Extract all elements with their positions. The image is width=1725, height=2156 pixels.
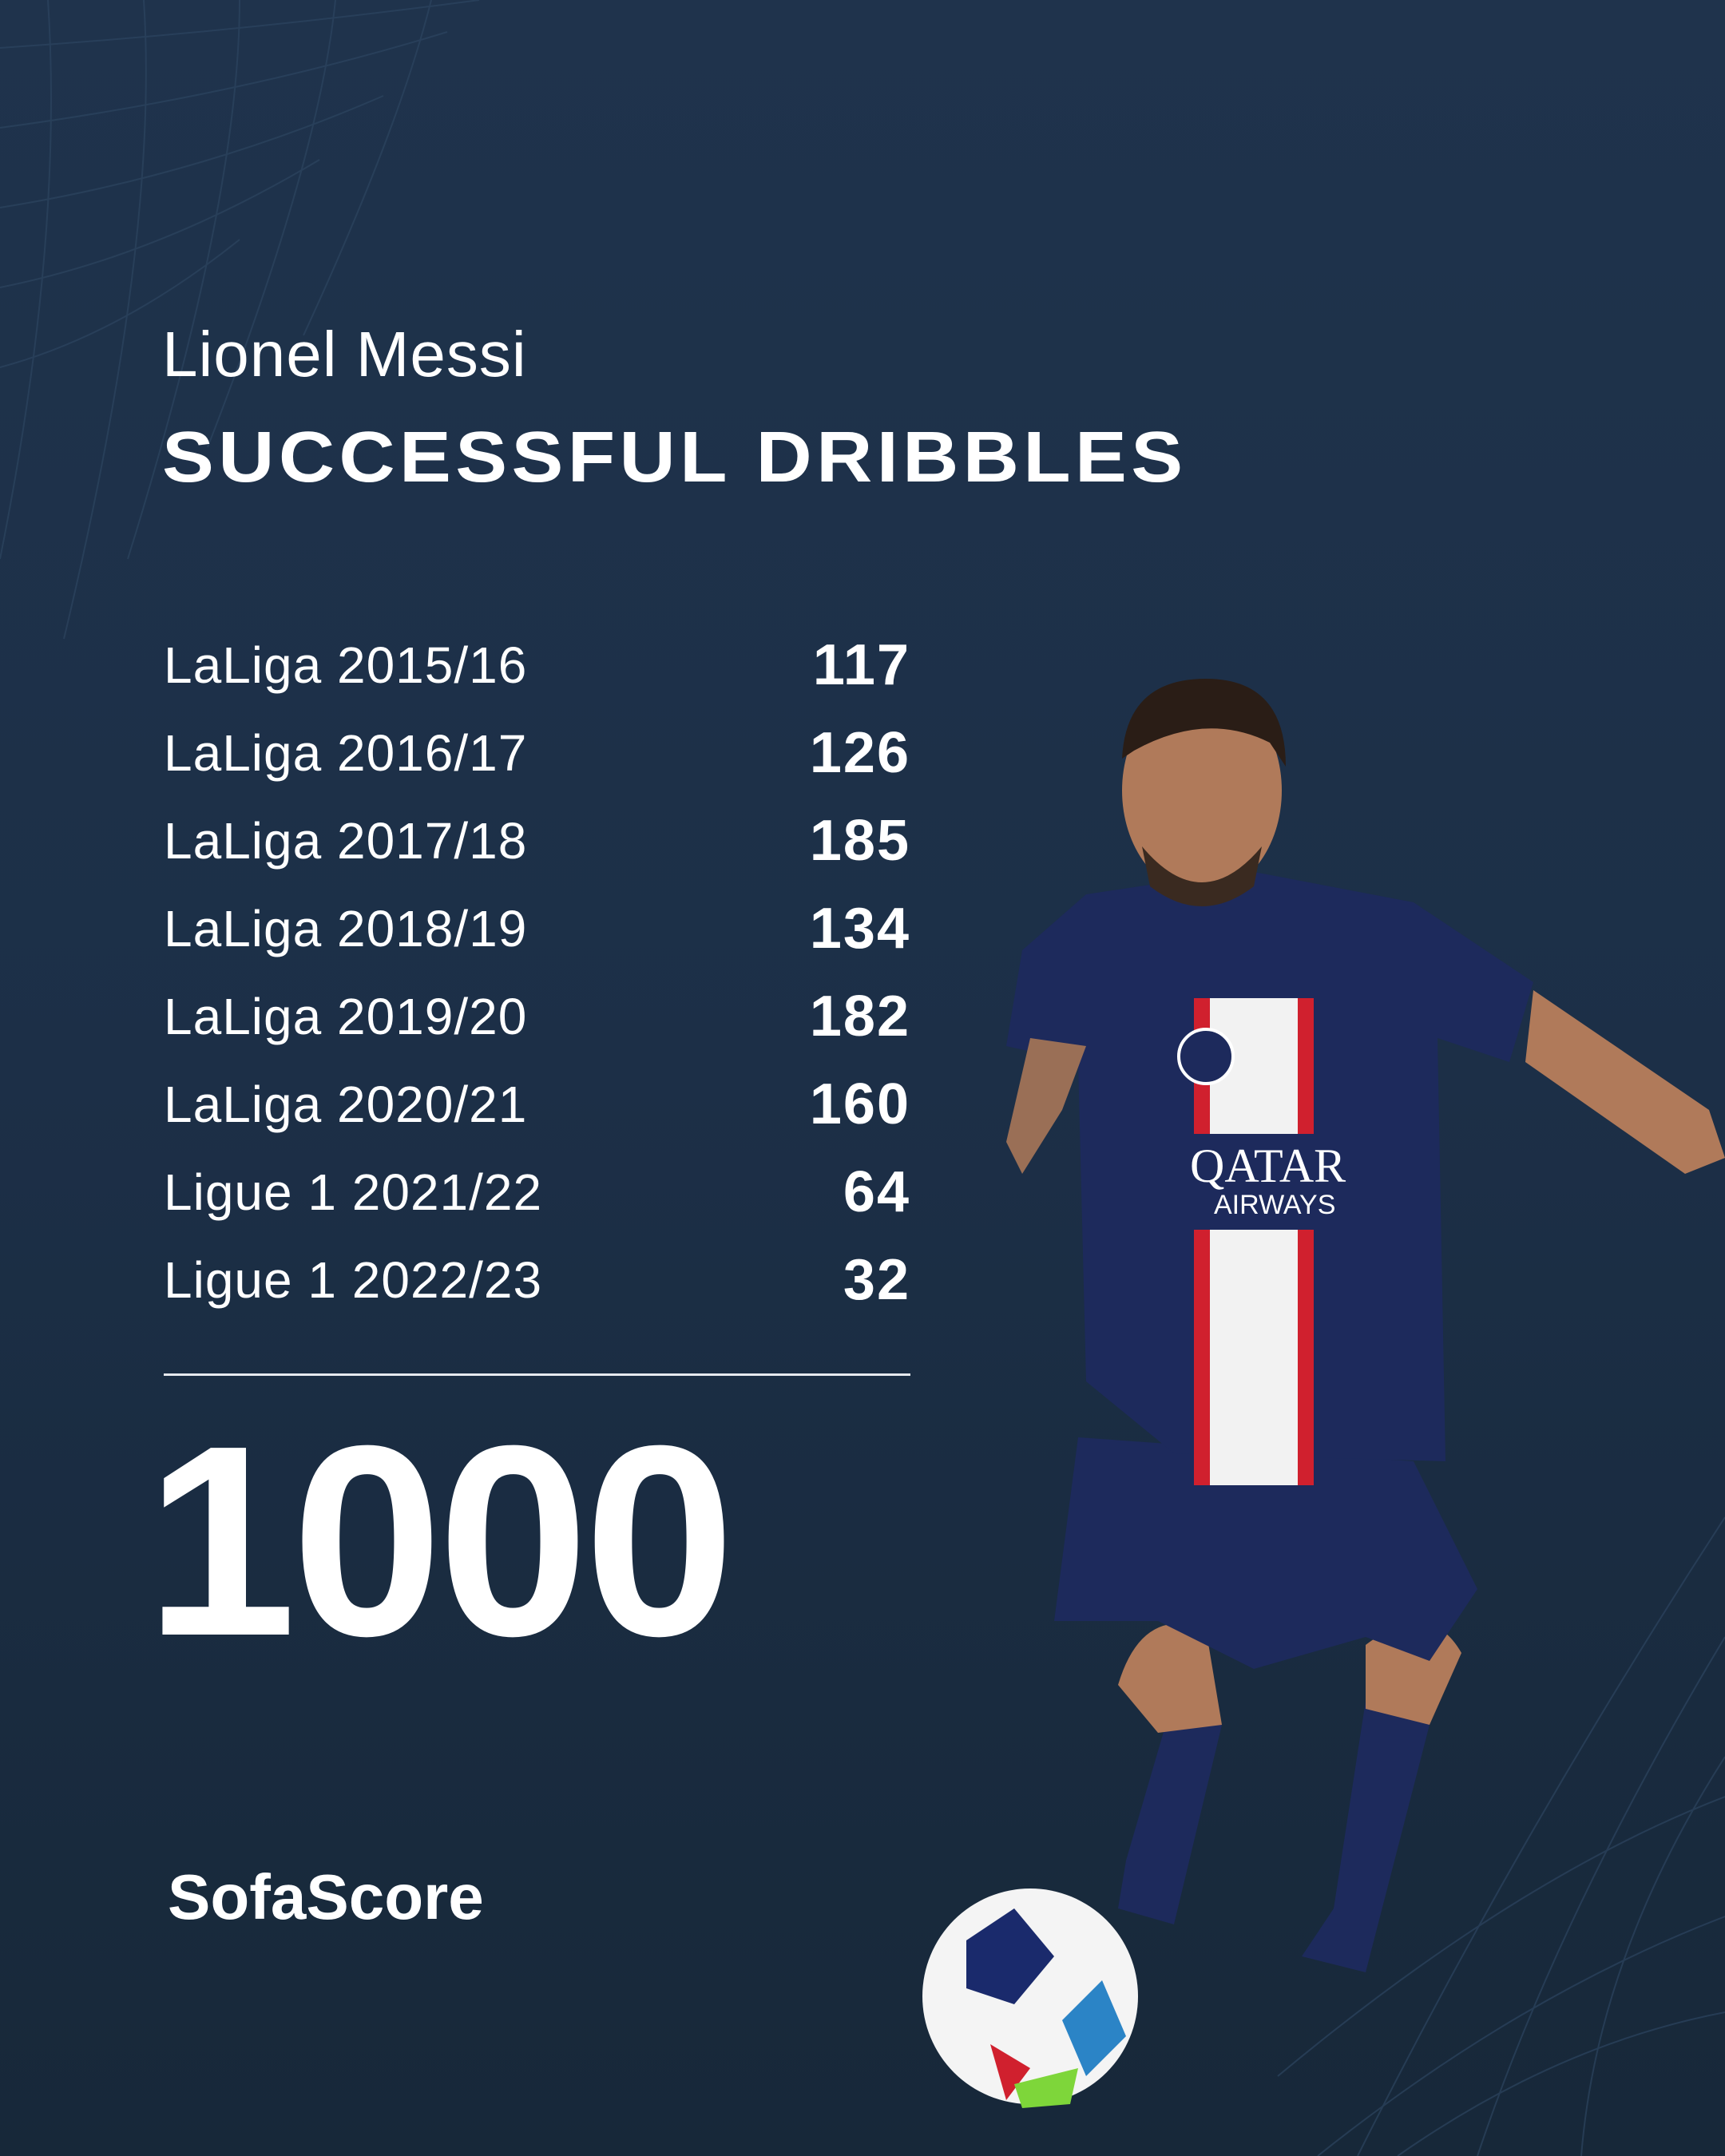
season-value: 32 [843, 1248, 910, 1312]
divider [164, 1373, 910, 1376]
season-label: Ligue 1 2021/22 [164, 1163, 543, 1221]
season-stats-list: LaLiga 2015/16 117 LaLiga 2016/17 126 LaLi… [164, 621, 910, 1324]
season-label: LaLiga 2019/20 [164, 988, 528, 1045]
total-value: 1000 [145, 1389, 735, 1693]
sofascore-logo: SofaScore [168, 1861, 484, 1932]
player-photo: QATAR AIRWAYS [922, 679, 1725, 2108]
season-row: LaLiga 2016/17 126 [164, 709, 910, 797]
season-value: 64 [843, 1160, 910, 1224]
season-value: 182 [809, 985, 910, 1048]
season-label: LaLiga 2017/18 [164, 812, 528, 870]
season-row: LaLiga 2020/21 160 [164, 1060, 910, 1148]
season-value: 134 [809, 897, 910, 961]
player-name: Lionel Messi [162, 319, 527, 390]
season-label: Ligue 1 2022/23 [164, 1251, 543, 1309]
season-value: 185 [809, 809, 910, 873]
stat-title: SUCCESSFUL DRIBBLES [162, 418, 1188, 497]
svg-text:AIRWAYS: AIRWAYS [1214, 1190, 1335, 1220]
season-value: 117 [812, 633, 910, 697]
season-row: LaLiga 2015/16 117 [164, 621, 910, 709]
season-label: LaLiga 2016/17 [164, 724, 528, 782]
season-label: LaLiga 2015/16 [164, 636, 528, 694]
season-value: 160 [809, 1072, 910, 1136]
season-label: LaLiga 2020/21 [164, 1076, 528, 1133]
season-row: LaLiga 2017/18 185 [164, 797, 910, 885]
season-row: Ligue 1 2021/22 64 [164, 1148, 910, 1236]
season-row: LaLiga 2018/19 134 [164, 885, 910, 973]
season-row: LaLiga 2019/20 182 [164, 973, 910, 1060]
season-value: 126 [809, 721, 910, 785]
season-row: Ligue 1 2022/23 32 [164, 1236, 910, 1324]
season-label: LaLiga 2018/19 [164, 900, 528, 957]
shirt-sponsor-text: QATAR [1190, 1139, 1346, 1192]
